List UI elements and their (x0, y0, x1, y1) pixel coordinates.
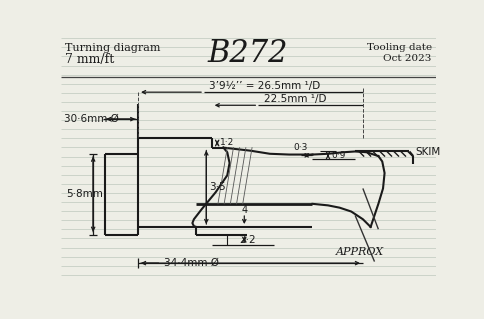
Text: 0·3: 0·3 (292, 143, 307, 152)
Text: 5·8mm: 5·8mm (66, 189, 103, 199)
Text: 1·2: 1·2 (220, 138, 234, 147)
Text: 30·6mm Ø: 30·6mm Ø (64, 114, 119, 124)
Text: 22.5mm ¹/D: 22.5mm ¹/D (263, 94, 326, 105)
Text: B272: B272 (208, 38, 288, 69)
Text: 0·9: 0·9 (331, 151, 345, 160)
Text: 3·5: 3·5 (209, 182, 226, 192)
Text: 4: 4 (241, 205, 247, 215)
Text: Turning diagram: Turning diagram (65, 43, 160, 53)
Text: 2·2: 2·2 (239, 235, 255, 245)
Text: SKIM: SKIM (415, 147, 440, 157)
Text: 7 mm/ft: 7 mm/ft (65, 53, 114, 66)
Text: 34·4mm Ø: 34·4mm Ø (164, 258, 218, 268)
Text: Oct 2023: Oct 2023 (383, 54, 431, 63)
Text: Tooling date: Tooling date (366, 43, 431, 52)
Text: APPROX: APPROX (335, 247, 383, 257)
Text: 3’9½’’ = 26.5mm ¹/D: 3’9½’’ = 26.5mm ¹/D (209, 81, 320, 91)
